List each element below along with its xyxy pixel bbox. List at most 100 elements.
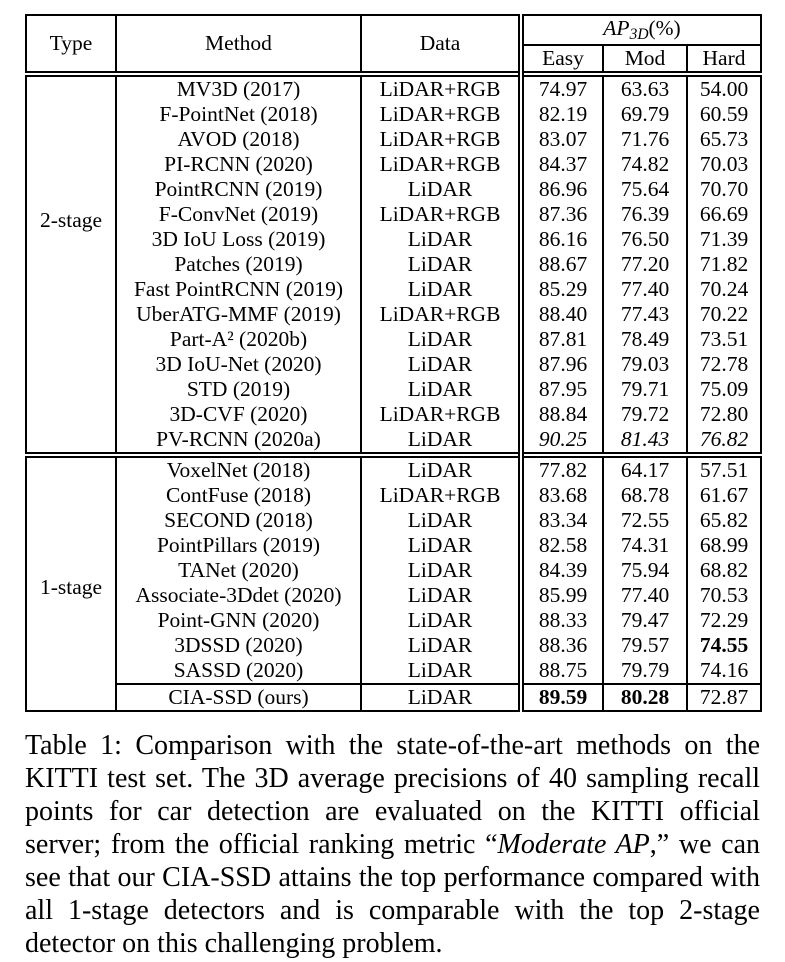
ap-mod-cell: 76.39 xyxy=(603,201,688,227)
ap-mod-cell: 76.50 xyxy=(603,226,688,252)
table-row: ContFuse (2018) LiDAR+RGB 83.68 68.78 61.67 xyxy=(26,482,761,508)
caption-text-lead: Table 1: Comparison with the state-of-th… xyxy=(25,729,760,860)
section-2-stage: 2-stage MV3D (2017) LiDAR+RGB 74.97 63.63 54.… xyxy=(26,73,762,455)
ap-label-subscript: 3D xyxy=(629,25,649,43)
table-row: Part-A² (2020b) LiDAR 87.81 78.49 73.51 xyxy=(26,326,761,352)
table-row: 3D IoU Loss (2019) LiDAR 86.16 76.50 71.39 xyxy=(26,226,761,252)
method-cell: Point-GNN (2020) xyxy=(116,607,362,633)
table-row: Patches (2019) LiDAR 88.67 77.20 71.82 xyxy=(26,251,761,277)
method-cell: ContFuse (2018) xyxy=(116,482,362,508)
table-row: PointPillars (2019) LiDAR 82.58 74.31 68.99 xyxy=(26,532,761,558)
method-cell: 3DSSD (2020) xyxy=(116,632,362,658)
method-cell: AVOD (2018) xyxy=(116,126,362,152)
ap-hard-cell: 65.82 xyxy=(699,507,749,532)
ap-hard-cell: 70.03 xyxy=(699,151,749,176)
data-cell: LiDAR xyxy=(361,532,524,558)
data-cell: LiDAR xyxy=(361,226,524,252)
method-cell: PV-RCNN (2020a) xyxy=(116,426,362,455)
header-row-sub: Easy Mod Hard xyxy=(26,44,761,74)
method-cell: VoxelNet (2018) xyxy=(116,454,362,483)
table-row: F-ConvNet (2019) LiDAR+RGB 87.36 76.39 66.69 xyxy=(26,201,761,227)
ap-hard-cell: 73.51 xyxy=(699,326,749,351)
ap-easy-cell: 86.16 xyxy=(521,226,604,252)
data-cell: LiDAR xyxy=(361,454,524,483)
ap-mod-cell: 78.49 xyxy=(603,326,688,352)
type-cell: 1-stage xyxy=(26,454,117,711)
ap-hard-cell: 71.82 xyxy=(699,251,749,276)
method-cell: Associate-3Ddet (2020) xyxy=(116,582,362,608)
ap-easy-cell: 87.96 xyxy=(521,351,604,377)
table-row: 2-stage MV3D (2017) LiDAR+RGB 74.97 63.63 54.… xyxy=(26,73,761,455)
type-label: 2-stage xyxy=(39,207,103,232)
table-row: 3DSSD (2020) LiDAR 88.36 79.57 74.55 xyxy=(26,632,761,658)
ap-hard-cell: 74.55 xyxy=(699,632,749,657)
data-cell: LiDAR xyxy=(361,326,524,352)
ap-hard-cell: 61.67 xyxy=(699,482,749,507)
data-cell: LiDAR xyxy=(361,376,524,402)
method-cell: Fast PointRCNN (2019) xyxy=(116,276,362,302)
ap-easy-cell: 86.96 xyxy=(521,176,604,202)
header-hard: Hard xyxy=(702,45,746,70)
ap-mod-cell: 80.28 xyxy=(603,682,688,711)
table-row: Fast PointRCNN (2019) LiDAR 85.29 77.40 70.2… xyxy=(26,276,761,302)
table-row: UberATG-MMF (2019) LiDAR+RGB 88.40 77.43 70.… xyxy=(26,301,761,327)
ap-easy-cell: 85.29 xyxy=(521,276,604,302)
header-data: Data xyxy=(361,15,524,74)
table-row: Associate-3Ddet (2020) LiDAR 85.99 77.40 70.… xyxy=(26,582,761,608)
method-cell: Part-A² (2020b) xyxy=(116,326,362,352)
ap-easy-cell: 83.68 xyxy=(521,482,604,508)
table-row: 1-stage VoxelNet (2018) LiDAR 77.82 64.17 57.… xyxy=(26,454,761,711)
method-cell: SECOND (2018) xyxy=(116,507,362,533)
table-header: Type Method Data AP3D(%) Easy Mod Hard xyxy=(26,15,762,74)
ap-hard-cell: 70.53 xyxy=(699,582,749,607)
table-row: AVOD (2018) LiDAR+RGB 83.07 71.76 65.73 xyxy=(26,126,761,152)
table-row: F-PointNet (2018) LiDAR+RGB 82.19 69.79 60.5… xyxy=(26,101,761,127)
ap-easy-cell: 88.36 xyxy=(521,632,604,658)
ap-mod-cell: 79.47 xyxy=(603,607,688,633)
header-method: Method xyxy=(116,15,362,74)
header-type: Type xyxy=(26,15,117,74)
method-cell: 3D IoU-Net (2020) xyxy=(116,351,362,377)
ap-mod-cell: 71.76 xyxy=(603,126,688,152)
method-cell: 3D-CVF (2020) xyxy=(116,401,362,427)
ap-mod-cell: 77.43 xyxy=(603,301,688,327)
ap-easy-cell: 87.95 xyxy=(521,376,604,402)
ap-hard-cell: 72.29 xyxy=(699,607,749,632)
ap-hard-cell: 57.51 xyxy=(699,457,749,482)
data-cell: LiDAR xyxy=(361,351,524,377)
data-cell: LiDAR xyxy=(361,251,524,277)
ap-easy-cell: 88.33 xyxy=(521,607,604,633)
ap-hard-cell: 60.59 xyxy=(699,101,749,126)
header-row-top: Type Method Data AP3D(%) xyxy=(26,15,762,74)
ap-easy-cell: 84.39 xyxy=(521,557,604,583)
ap-hard-cell: 70.70 xyxy=(699,176,749,201)
method-cell: CIA-SSD (ours) xyxy=(116,682,362,711)
ap-easy-cell: 89.59 xyxy=(521,682,604,711)
method-cell: PointRCNN (2019) xyxy=(116,176,362,202)
method-cell: 3D IoU Loss (2019) xyxy=(116,226,362,252)
ap-mod-cell: 79.79 xyxy=(603,657,688,684)
ap-hard-cell: 65.73 xyxy=(699,126,749,151)
ap-mod-cell: 81.43 xyxy=(603,426,688,455)
ap-easy-cell: 77.82 xyxy=(521,454,604,483)
ap-mod-cell: 69.79 xyxy=(603,101,688,127)
ap-mod-cell: 79.57 xyxy=(603,632,688,658)
table-row: SASSD (2020) LiDAR 88.75 79.79 74.16 xyxy=(26,657,761,684)
ap-mod-cell: 74.82 xyxy=(603,151,688,177)
type-label: 1-stage xyxy=(39,575,103,600)
data-cell: LiDAR+RGB xyxy=(361,151,524,177)
ap-hard-cell: 72.78 xyxy=(699,351,749,376)
ap-mod-cell: 79.03 xyxy=(603,351,688,377)
data-cell: LiDAR xyxy=(361,682,524,711)
ap-hard-cell: 66.69 xyxy=(699,201,749,226)
ap-mod-cell: 77.40 xyxy=(603,582,688,608)
data-cell: LiDAR xyxy=(361,276,524,302)
results-table: Type Method Data AP3D(%) Easy Mod Hard 2… xyxy=(25,14,763,712)
header-ap3d: AP3D(%) xyxy=(521,15,762,46)
ap-hard-cell: 76.82 xyxy=(699,426,749,451)
data-cell: LiDAR+RGB xyxy=(361,201,524,227)
ap-easy-cell: 85.99 xyxy=(521,582,604,608)
ap-mod-cell: 77.20 xyxy=(603,251,688,277)
data-cell: LiDAR+RGB xyxy=(361,482,524,508)
ap-mod-cell: 79.72 xyxy=(603,401,688,427)
